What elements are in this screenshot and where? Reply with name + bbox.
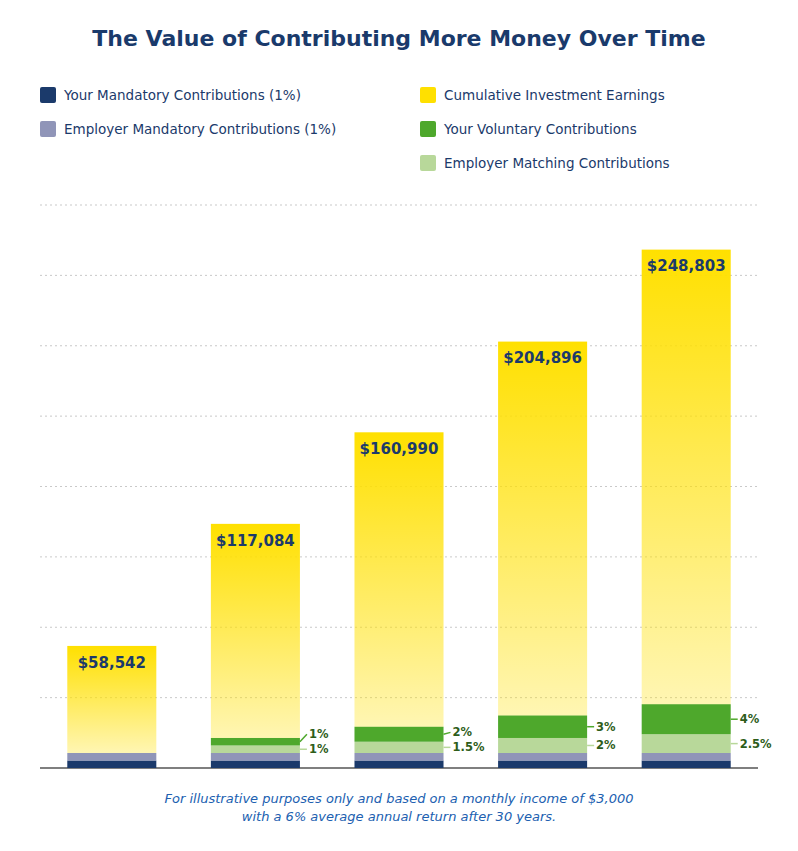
legend-label: Your Mandatory Contributions (1%) [63, 87, 301, 103]
bar-segment [354, 727, 443, 742]
bar-segment [354, 753, 443, 761]
legend-label: Employer Mandatory Contributions (1%) [64, 121, 336, 137]
percent-label: 2% [596, 738, 616, 752]
bar-segment [498, 753, 587, 761]
legend-swatch [420, 121, 436, 137]
percent-label: 1% [309, 727, 329, 741]
total-label: $204,896 [503, 349, 582, 367]
percent-label: 3% [596, 720, 616, 734]
bar-segment [67, 760, 156, 768]
bar-segment [642, 734, 731, 753]
legend-swatch [420, 87, 436, 103]
footnote-line: with a 6% average annual return after 30… [242, 809, 556, 824]
legend: Your Mandatory Contributions (1%) Employe… [40, 87, 670, 171]
bar-segment [211, 524, 300, 738]
bar-segment [211, 760, 300, 768]
percent-label: 1% [309, 742, 329, 756]
chart: The Value of Contributing More Money Ove… [0, 0, 798, 851]
total-label: $117,084 [216, 532, 295, 550]
bar-segment [211, 738, 300, 746]
leader-line [444, 732, 451, 734]
leader-line [444, 747, 451, 749]
bar-segment [354, 760, 443, 768]
page: {"chart_data": { "type": "bar", "stacked… [0, 0, 798, 851]
footnote-line: For illustrative purposes only and based… [165, 791, 634, 806]
total-label: $58,542 [78, 654, 146, 672]
total-label: $160,990 [360, 440, 439, 458]
leader-line [587, 726, 594, 728]
bar-segment [354, 432, 443, 726]
bar-segment [642, 250, 731, 705]
footnote: For illustrative purposes only and based… [165, 791, 634, 824]
leader-line [587, 745, 594, 747]
bar-segment [642, 704, 731, 734]
bar-segment [498, 738, 587, 753]
total-label: $248,803 [647, 257, 726, 275]
percent-label: 1.5% [453, 740, 485, 754]
leader-line [300, 748, 307, 750]
bar-segment [498, 342, 587, 716]
bar-segment [354, 742, 443, 753]
percent-label: 2.5% [740, 737, 772, 751]
bar-segment [211, 745, 300, 753]
bars [67, 250, 730, 768]
bar-segment [67, 646, 156, 753]
percent-label: 2% [453, 725, 473, 739]
legend-swatch [420, 155, 436, 171]
legend-label: Employer Matching Contributions [444, 155, 670, 171]
legend-label: Cumulative Investment Earnings [444, 87, 665, 103]
bar-segment [211, 753, 300, 761]
bar-segment [67, 753, 156, 761]
title: The Value of Contributing More Money Ove… [92, 26, 705, 51]
percent-label: 4% [740, 712, 760, 726]
bar-segment [498, 760, 587, 768]
grid [40, 205, 758, 768]
bar-segment [642, 753, 731, 761]
legend-swatch [40, 121, 56, 137]
legend-label: Your Voluntary Contributions [443, 121, 637, 137]
bar-segment [498, 715, 587, 738]
leader-line [300, 734, 307, 741]
legend-swatch [40, 87, 56, 103]
leader-line [731, 743, 738, 745]
bar-segment [642, 760, 731, 768]
grid-line [40, 205, 758, 206]
leader-line [731, 718, 738, 720]
labels: $58,542 $117,084 $160,990 $204,896 $248,803 1… [78, 257, 772, 756]
